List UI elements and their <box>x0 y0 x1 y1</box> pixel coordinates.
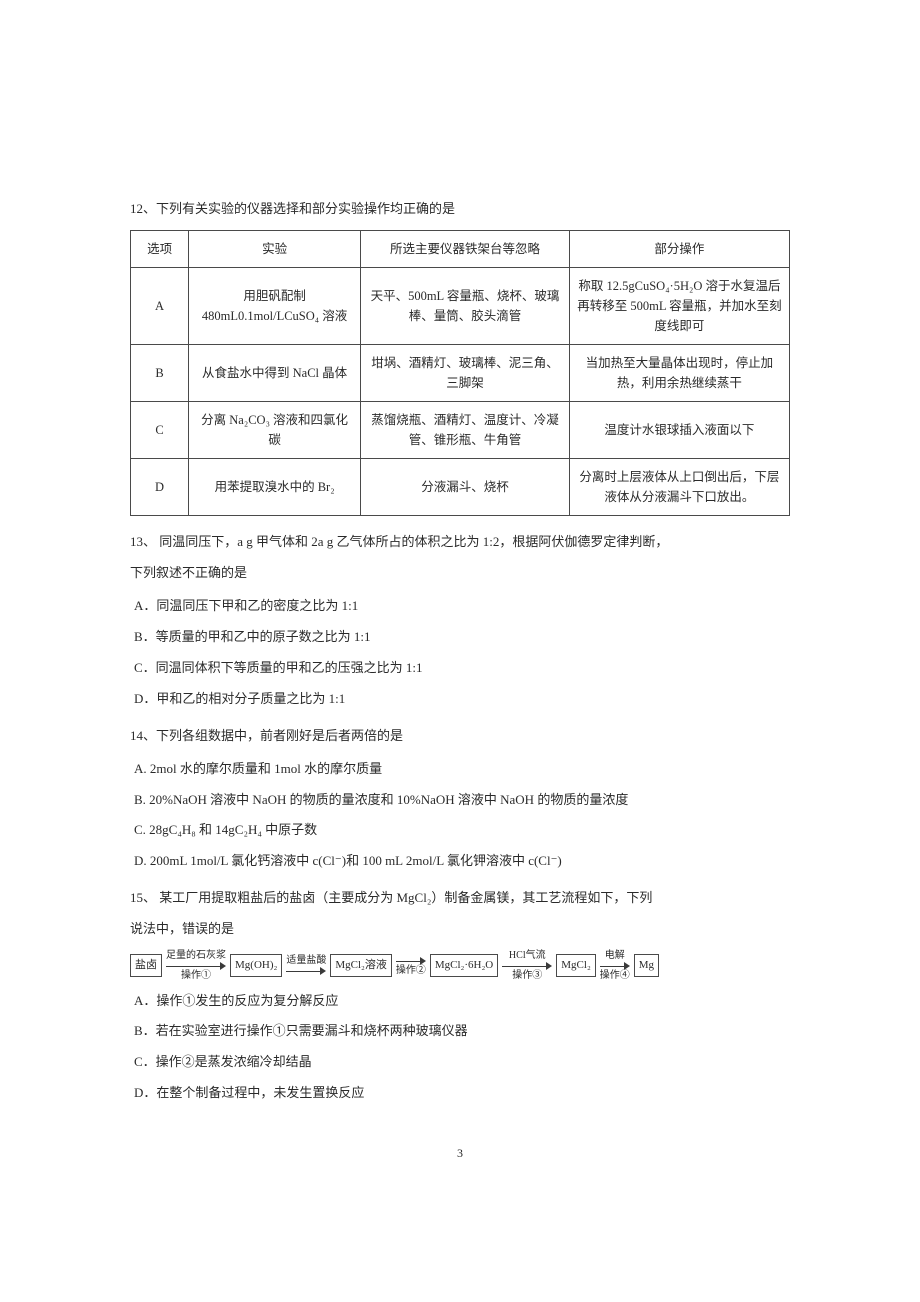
table-row: D用苯提取溴水中的 Br₂分液漏斗、烧杯分离时上层液体从上口倒出后，下层液体从分… <box>131 458 790 515</box>
arrow-icon <box>396 956 426 966</box>
table-cell: 用苯提取溴水中的 Br₂ <box>189 458 361 515</box>
flow-arrow: 适量盐酸 <box>282 956 330 976</box>
q12-table: 选项 实验 所选主要仪器铁架台等忽略 部分操作 A用胆矾配制 480mL0.1m… <box>130 230 790 516</box>
table-cell: 当加热至大量晶体出现时，停止加热，利用余热继续蒸干 <box>569 344 789 401</box>
th-operation: 部分操作 <box>569 230 789 267</box>
table-header-row: 选项 实验 所选主要仪器铁架台等忽略 部分操作 <box>131 230 790 267</box>
flow-arrow-label-bottom: 操作④ <box>600 971 630 981</box>
table-row: C分离 Na₂CO₃ 溶液和四氯化碳蒸馏烧瓶、酒精灯、温度计、冷凝管、锥形瓶、牛… <box>131 401 790 458</box>
q13-choices: A．同温同压下甲和乙的密度之比为 1:1 B．等质量的甲和乙中的原子数之比为 1:… <box>130 596 790 709</box>
q15-flow-diagram: 盐卤足量的石灰浆操作①Mg(OH)₂适量盐酸MgCl₂溶液操作②MgCl₂·6H… <box>130 951 790 981</box>
choice-item: D. 200mL 1mol/L 氯化钙溶液中 c(Cl⁻)和 100 mL 2m… <box>130 851 790 872</box>
q13-stem-line1: 13、 同温同压下，a g 甲气体和 2a g 乙气体所占的体积之比为 1:2，… <box>130 528 790 555</box>
q14-stem: 14、下列各组数据中，前者刚好是后者两倍的是 <box>130 722 790 749</box>
q15-choices: A．操作①发生的反应为复分解反应 B．若在实验室进行操作①只需要漏斗和烧杯两种玻璃… <box>130 991 790 1104</box>
table-cell: 从食盐水中得到 NaCl 晶体 <box>189 344 361 401</box>
flow-arrow: 足量的石灰浆操作① <box>162 951 230 981</box>
table-cell: 坩埚、酒精灯、玻璃棒、泥三角、三脚架 <box>361 344 570 401</box>
table-cell: 用胆矾配制 480mL0.1mol/LCuSO₄ 溶液 <box>189 267 361 344</box>
flow-arrow-label-bottom: 操作① <box>181 971 211 981</box>
arrow-icon <box>166 961 226 971</box>
table-row: A用胆矾配制 480mL0.1mol/LCuSO₄ 溶液天平、500mL 容量瓶… <box>131 267 790 344</box>
table-cell: 称取 12.5gCuSO₄·5H₂O 溶于水复温后再转移至 500mL 容量瓶，… <box>569 267 789 344</box>
flow-box: MgCl₂·6H₂O <box>430 954 498 978</box>
table-row: B从食盐水中得到 NaCl 晶体坩埚、酒精灯、玻璃棒、泥三角、三脚架当加热至大量… <box>131 344 790 401</box>
flow-arrow-label-top: 足量的石灰浆 <box>166 951 226 961</box>
choice-item: D．在整个制备过程中，未发生置换反应 <box>130 1083 790 1104</box>
flow-box: Mg <box>634 954 659 978</box>
q15-stem-line2: 说法中，错误的是 <box>130 915 790 942</box>
table-cell: 天平、500mL 容量瓶、烧杯、玻璃棒、量筒、胶头滴管 <box>361 267 570 344</box>
flow-arrow-label-bottom: 操作③ <box>512 971 542 981</box>
arrow-icon <box>286 966 326 976</box>
flow-arrow: 电解操作④ <box>596 951 634 981</box>
table-cell: A <box>131 267 189 344</box>
flow-box: MgCl₂ <box>556 954 596 978</box>
table-cell: 分离时上层液体从上口倒出后，下层液体从分液漏斗下口放出。 <box>569 458 789 515</box>
table-cell: D <box>131 458 189 515</box>
choice-item: C．操作②是蒸发浓缩冷却结晶 <box>130 1052 790 1073</box>
flow-box: 盐卤 <box>130 954 162 978</box>
choice-item: A. 2mol 水的摩尔质量和 1mol 水的摩尔质量 <box>130 759 790 780</box>
choice-item: C．同温同体积下等质量的甲和乙的压强之比为 1:1 <box>130 658 790 679</box>
table-cell: 温度计水银球插入液面以下 <box>569 401 789 458</box>
th-instruments: 所选主要仪器铁架台等忽略 <box>361 230 570 267</box>
choice-item: C. 28gC₄H₈ 和 14gC₂H₄ 中原子数 <box>130 820 790 841</box>
table-cell: 分液漏斗、烧杯 <box>361 458 570 515</box>
table-cell: B <box>131 344 189 401</box>
th-experiment: 实验 <box>189 230 361 267</box>
exam-page: 12、下列有关实验的仪器选择和部分实验操作均正确的是 选项 实验 所选主要仪器铁… <box>130 0 790 1223</box>
th-option: 选项 <box>131 230 189 267</box>
choice-item: D．甲和乙的相对分子质量之比为 1:1 <box>130 689 790 710</box>
table-cell: 分离 Na₂CO₃ 溶液和四氯化碳 <box>189 401 361 458</box>
choice-item: B．若在实验室进行操作①只需要漏斗和烧杯两种玻璃仪器 <box>130 1021 790 1042</box>
q14-choices: A. 2mol 水的摩尔质量和 1mol 水的摩尔质量 B. 20%NaOH 溶液… <box>130 759 790 872</box>
q12-title: 12、下列有关实验的仪器选择和部分实验操作均正确的是 <box>130 199 790 220</box>
choice-item: B．等质量的甲和乙中的原子数之比为 1:1 <box>130 627 790 648</box>
flow-arrow-label-bottom: 操作② <box>396 966 426 976</box>
page-number: 3 <box>130 1144 790 1163</box>
flow-arrow: 操作② <box>392 956 430 976</box>
flow-box: Mg(OH)₂ <box>230 954 282 978</box>
q13-stem-line2: 下列叙述不正确的是 <box>130 559 790 586</box>
flow-arrow-label-top: 适量盐酸 <box>286 956 326 966</box>
flow-arrow-label-top: HCl气流 <box>509 951 546 961</box>
q15-stem-line1: 15、 某工厂用提取粗盐后的盐卤（主要成分为 MgCl₂）制备金属镁，其工艺流程… <box>130 884 790 911</box>
flow-box: MgCl₂溶液 <box>330 954 392 978</box>
arrow-icon <box>502 961 552 971</box>
choice-item: A．操作①发生的反应为复分解反应 <box>130 991 790 1012</box>
choice-item: B. 20%NaOH 溶液中 NaOH 的物质的量浓度和 10%NaOH 溶液中… <box>130 790 790 811</box>
choice-item: A．同温同压下甲和乙的密度之比为 1:1 <box>130 596 790 617</box>
flow-arrow-label-top: 电解 <box>605 951 625 961</box>
arrow-icon <box>600 961 630 971</box>
table-cell: C <box>131 401 189 458</box>
flow-arrow: HCl气流操作③ <box>498 951 556 981</box>
table-cell: 蒸馏烧瓶、酒精灯、温度计、冷凝管、锥形瓶、牛角管 <box>361 401 570 458</box>
